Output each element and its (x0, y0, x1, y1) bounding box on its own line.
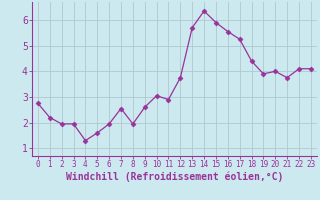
X-axis label: Windchill (Refroidissement éolien,°C): Windchill (Refroidissement éolien,°C) (66, 172, 283, 182)
